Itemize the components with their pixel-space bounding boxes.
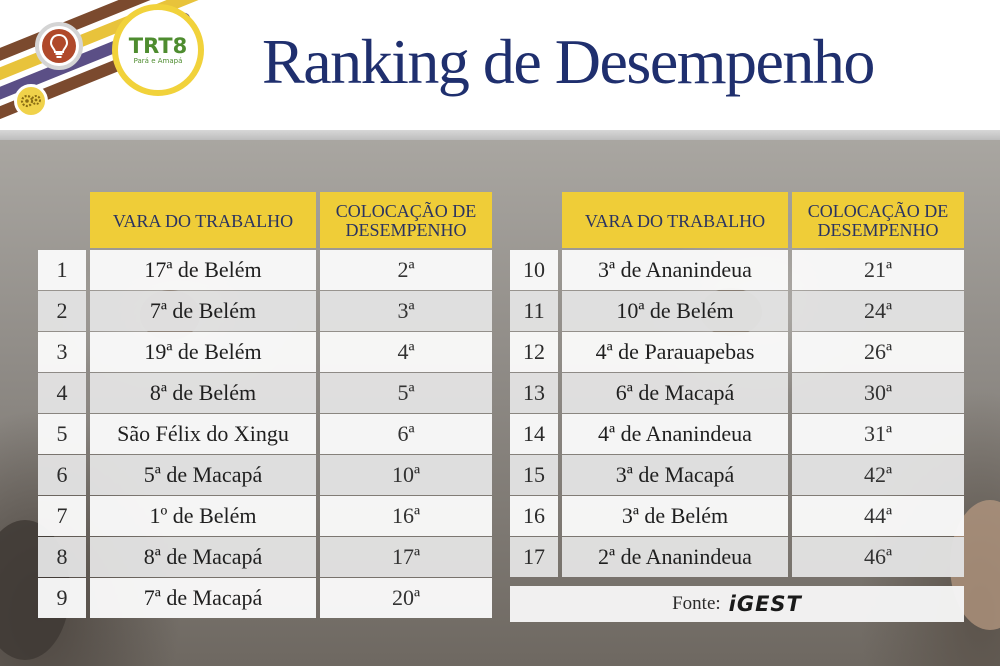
trt8-logo-text: TRT8: [128, 33, 188, 58]
rank-cell: 2: [38, 291, 86, 331]
colocacao-cell: 20ª: [320, 578, 492, 618]
colocacao-cell: 31ª: [792, 414, 964, 454]
rank-cell: 12: [510, 332, 558, 372]
colocacao-cell: 24ª: [792, 291, 964, 331]
vara-cell: 3ª de Ananindeua: [562, 250, 788, 290]
rank-cell: 4: [38, 373, 86, 413]
header-divider: [0, 130, 1000, 140]
source-footer: Fonte: iGEST: [510, 586, 964, 622]
vara-cell: 19ª de Belém: [90, 332, 316, 372]
rank-cell: 14: [510, 414, 558, 454]
igest-logo: iGEST: [728, 592, 802, 616]
colocacao-cell: 5ª: [320, 373, 492, 413]
vara-cell: 1º de Belém: [90, 496, 316, 536]
vara-cell: 4ª de Parauapebas: [562, 332, 788, 372]
colocacao-cell: 26ª: [792, 332, 964, 372]
source-label: Fonte:: [672, 593, 721, 614]
colocacao-cell: 46ª: [792, 537, 964, 577]
rank-cell: 6: [38, 455, 86, 495]
vara-cell: 5ª de Macapá: [90, 455, 316, 495]
vara-cell: 3ª de Macapá: [562, 455, 788, 495]
rank-cell: 10: [510, 250, 558, 290]
rank-cell: 5: [38, 414, 86, 454]
rank-cell: 13: [510, 373, 558, 413]
colocacao-cell: 10ª: [320, 455, 492, 495]
colocacao-cell: 3ª: [320, 291, 492, 331]
rank-cell: 3: [38, 332, 86, 372]
vara-cell: 2ª de Ananindeua: [562, 537, 788, 577]
trt8-logo-subtitle: Pará e Amapá: [133, 56, 183, 65]
colocacao-cell: 2ª: [320, 250, 492, 290]
rank-cell: 16: [510, 496, 558, 536]
rank-cell: 11: [510, 291, 558, 331]
vara-cell: 7ª de Belém: [90, 291, 316, 331]
vara-cell: 17ª de Belém: [90, 250, 316, 290]
vara-cell: 8ª de Macapá: [90, 537, 316, 577]
colocacao-cell: 4ª: [320, 332, 492, 372]
rank-cell: 15: [510, 455, 558, 495]
vara-cell: 4ª de Ananindeua: [562, 414, 788, 454]
rank-cell: 8: [38, 537, 86, 577]
vara-cell: 7ª de Macapá: [90, 578, 316, 618]
vara-cell: 3ª de Belém: [562, 496, 788, 536]
trt8-logo: TRT8 Pará e Amapá: [112, 4, 204, 96]
colocacao-cell: 17ª: [320, 537, 492, 577]
vara-cell: 10ª de Belém: [562, 291, 788, 331]
colocacao-cell: 44ª: [792, 496, 964, 536]
lightbulb-icon: [35, 22, 83, 70]
colocacao-cell: 42ª: [792, 455, 964, 495]
header-banner: TRT8 Pará e Amapá Ranking de Desempenho: [0, 0, 1000, 130]
rank-cell: 17: [510, 537, 558, 577]
vara-cell: 6ª de Macapá: [562, 373, 788, 413]
rank-cell: 7: [38, 496, 86, 536]
column-header-vara: VARA DO TRABALHO: [562, 192, 788, 248]
column-header-vara: VARA DO TRABALHO: [90, 192, 316, 248]
colocacao-cell: 6ª: [320, 414, 492, 454]
column-header-colocacao: COLOCAÇÃO DE DESEMPENHO: [320, 192, 492, 248]
vara-cell: 8ª de Belém: [90, 373, 316, 413]
colocacao-cell: 16ª: [320, 496, 492, 536]
colocacao-cell: 21ª: [792, 250, 964, 290]
vara-cell: São Félix do Xingu: [90, 414, 316, 454]
page-title: Ranking de Desempenho: [262, 26, 875, 97]
column-header-colocacao: COLOCAÇÃO DE DESEMPENHO: [792, 192, 964, 248]
rank-cell: 9: [38, 578, 86, 618]
colocacao-cell: 30ª: [792, 373, 964, 413]
rank-cell: 1: [38, 250, 86, 290]
gears-icon: [14, 84, 48, 118]
